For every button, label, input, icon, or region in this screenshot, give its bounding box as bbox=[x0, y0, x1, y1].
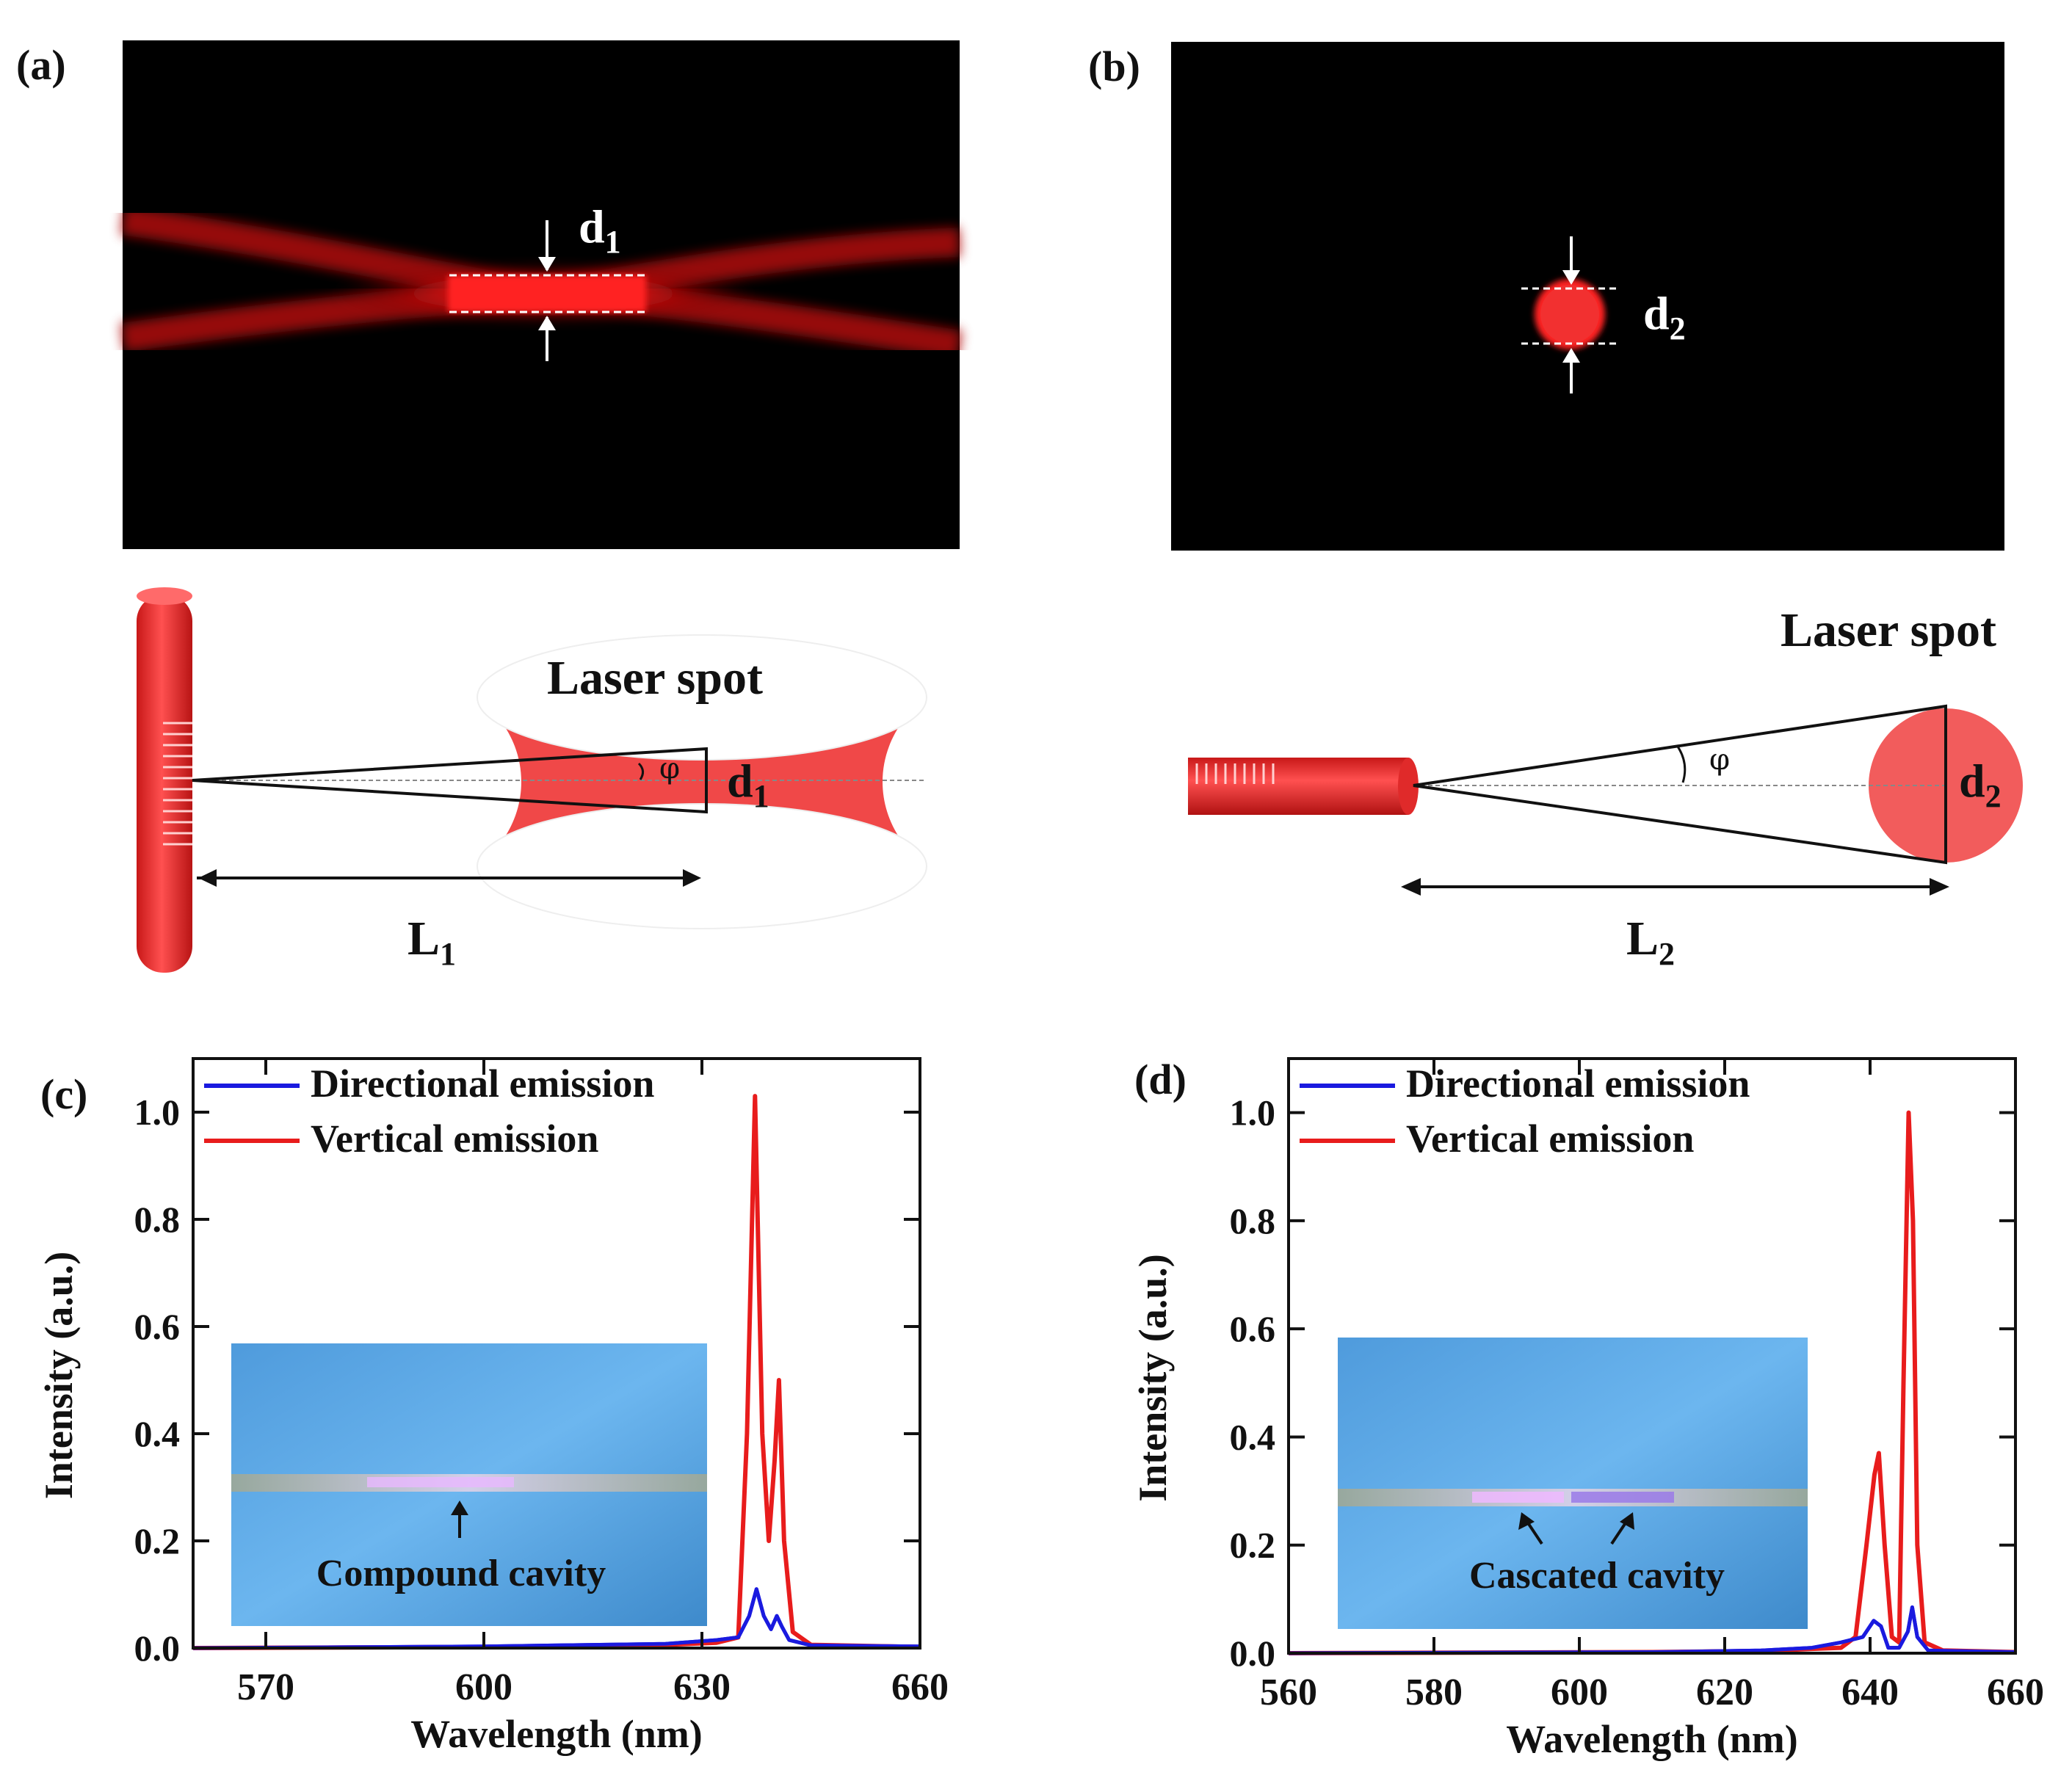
angle-triangle-b bbox=[1413, 704, 1947, 865]
length-label-b: L2 bbox=[1626, 912, 1675, 972]
panel-c-label: (c) bbox=[40, 1070, 87, 1118]
photo-dim-label-a: d1 bbox=[579, 200, 621, 260]
x-tick-label: 600 bbox=[1551, 1672, 1608, 1713]
inset-photo-d: Cascated cavity bbox=[1338, 1338, 1808, 1629]
angle-label-a: φ bbox=[659, 752, 680, 785]
legend-label: Vertical emission bbox=[311, 1117, 598, 1161]
inset-label-c: Compound cavity bbox=[316, 1553, 606, 1594]
y-tick-label: 0.6 bbox=[134, 1306, 181, 1347]
inset-label-d: Cascated cavity bbox=[1469, 1555, 1725, 1597]
photo-dim-label-b: d2 bbox=[1643, 287, 1686, 346]
y-tick-label: 0.8 bbox=[134, 1199, 181, 1240]
x-tick-label: 620 bbox=[1696, 1672, 1753, 1713]
y-axis-label: Intensity (a.u.) bbox=[37, 1252, 81, 1500]
x-tick-label: 630 bbox=[673, 1666, 731, 1708]
panel-a: (a) d1 bbox=[16, 40, 963, 973]
y-tick-label: 0.4 bbox=[1230, 1416, 1276, 1457]
y-tick-label: 0.0 bbox=[134, 1627, 181, 1669]
y-tick-label: 0.0 bbox=[1230, 1633, 1276, 1674]
vertical-rod bbox=[137, 595, 192, 973]
length-label-a: L1 bbox=[407, 912, 456, 972]
plot-frame bbox=[1287, 1057, 2017, 1655]
panel-b: (b) d2 Laser spot bbox=[1088, 42, 2023, 972]
y-tick-label: 1.0 bbox=[134, 1092, 181, 1133]
series-line-directional-overlay bbox=[192, 1587, 921, 1650]
x-tick-label: 660 bbox=[891, 1666, 949, 1708]
panel-d-label: (d) bbox=[1134, 1056, 1187, 1103]
schem-dim-b: d2 bbox=[1959, 755, 2002, 814]
angle-label-b: φ bbox=[1709, 743, 1730, 777]
y-axis-label: Intensity (a.u.) bbox=[1131, 1254, 1175, 1502]
laser-beam-glow bbox=[120, 206, 963, 360]
y-tick-label: 1.0 bbox=[1230, 1092, 1276, 1133]
angle-triangle-a bbox=[192, 747, 708, 814]
panel-b-label: (b) bbox=[1088, 43, 1140, 90]
series-line-directional-overlay bbox=[1288, 1605, 2016, 1655]
spot-label-b: Laser spot bbox=[1781, 603, 1996, 657]
x-tick-label: 640 bbox=[1841, 1672, 1899, 1713]
legend-label: Directional emission bbox=[311, 1062, 654, 1106]
panel-d: (d) Cascated cavity 560 580 600 620 640 660 0.… bbox=[1131, 1056, 2044, 1761]
inset-photo-c: Compound cavity bbox=[231, 1343, 707, 1626]
plot-frame bbox=[192, 1057, 921, 1650]
y-tick-label: 0.6 bbox=[1230, 1308, 1276, 1349]
y-tick-label: 0.2 bbox=[1230, 1525, 1276, 1566]
y-tick-label: 0.2 bbox=[134, 1520, 181, 1561]
x-axis-label: Wavelength (nm) bbox=[410, 1712, 703, 1756]
y-tick-label: 0.4 bbox=[134, 1413, 181, 1454]
horizontal-rod bbox=[1188, 758, 1408, 815]
panel-c: (c) Compound cavity 570 600 630 660 0.0 0.2 0.… bbox=[37, 1057, 949, 1756]
y-tick-label: 0.8 bbox=[1230, 1200, 1276, 1241]
chart-d: 560 580 600 620 640 660 0.0 0.2 0.4 0.6 0.8 1.0 Wave… bbox=[1131, 1057, 2044, 1761]
schematic-b: Laser spot φ d2 L2 bbox=[1188, 603, 2023, 972]
x-axis-label: Wavelength (nm) bbox=[1506, 1717, 1798, 1761]
x-tick-label: 600 bbox=[455, 1666, 512, 1708]
x-tick-label: 580 bbox=[1405, 1672, 1463, 1713]
panel-a-label: (a) bbox=[16, 41, 66, 89]
schematic-a: Laser spot φ d1 L1 bbox=[137, 587, 927, 973]
legend-label: Vertical emission bbox=[1406, 1117, 1694, 1161]
x-tick-label: 560 bbox=[1260, 1672, 1317, 1713]
schem-dim-a: d1 bbox=[727, 755, 769, 814]
x-tick-label: 660 bbox=[1987, 1672, 2044, 1713]
legend-label: Directional emission bbox=[1406, 1062, 1750, 1106]
chart-c: 570 600 630 660 0.0 0.2 0.4 0.6 0.8 1.0 Wavelength… bbox=[37, 1057, 949, 1756]
spot-label-a: Laser spot bbox=[547, 651, 763, 705]
x-tick-label: 570 bbox=[237, 1666, 294, 1708]
